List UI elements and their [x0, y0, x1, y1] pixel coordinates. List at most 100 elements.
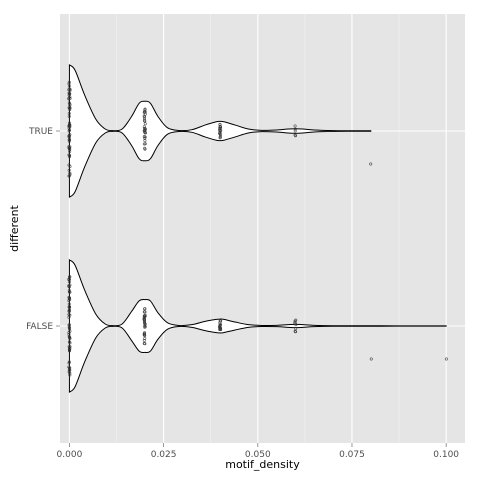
data-point: [143, 322, 147, 326]
data-point: [293, 321, 297, 325]
x-tick-label: 0.100: [433, 450, 459, 460]
data-point: [67, 335, 71, 339]
data-point: [293, 129, 297, 133]
data-point: [293, 329, 297, 333]
data-point: [218, 319, 222, 323]
data-point: [67, 91, 71, 95]
data-point: [142, 338, 146, 342]
data-point: [369, 357, 373, 361]
data-point: [294, 327, 298, 331]
data-point: [67, 331, 71, 335]
data-point: [68, 341, 72, 345]
data-point: [67, 174, 71, 178]
data-point: [294, 323, 298, 327]
data-point: [68, 371, 72, 375]
data-point: [67, 289, 71, 293]
data-point: [68, 326, 72, 330]
data-point: [143, 324, 147, 328]
data-point: [143, 307, 147, 311]
data-point: [68, 92, 72, 96]
data-point: [68, 96, 72, 100]
data-point: [67, 309, 71, 313]
data-point: [68, 106, 72, 110]
data-point: [67, 280, 71, 284]
data-point: [68, 373, 72, 377]
y-axis-title: different: [8, 204, 21, 251]
data-point: [68, 171, 72, 175]
data-point: [218, 136, 222, 140]
data-point: [67, 129, 71, 133]
y-tick-label: FALSE: [26, 322, 53, 332]
data-point: [68, 150, 72, 154]
data-point: [294, 134, 298, 138]
data-point: [67, 361, 71, 365]
data-point: [143, 112, 147, 116]
x-tick-label: 0.000: [57, 450, 83, 460]
data-point: [444, 357, 448, 361]
x-tick-label: 0.025: [151, 450, 177, 460]
data-point: [68, 102, 72, 106]
data-point: [67, 290, 71, 294]
data-point: [294, 318, 298, 322]
data-point: [67, 96, 71, 100]
data-point: [143, 333, 147, 337]
data-point: [67, 163, 71, 167]
data-point: [143, 142, 147, 146]
data-point: [142, 332, 146, 336]
violin-false: [68, 258, 447, 394]
data-point: [143, 127, 147, 131]
y-tick-label: TRUE: [28, 127, 53, 137]
data-point: [67, 80, 71, 84]
data-point: [67, 365, 71, 369]
data-point: [68, 155, 72, 159]
data-point: [68, 145, 72, 149]
data-point: [68, 305, 72, 309]
data-point: [67, 138, 71, 142]
data-point: [67, 313, 71, 317]
data-point: [67, 295, 71, 299]
data-point: [67, 114, 71, 118]
data-point: [143, 146, 147, 150]
data-point: [143, 117, 147, 121]
plot-panel: [60, 14, 465, 443]
x-tick-label: 0.050: [245, 450, 271, 460]
data-point: [142, 342, 146, 346]
data-point: [143, 131, 147, 135]
data-point: [293, 127, 297, 131]
data-point: [143, 130, 147, 134]
data-point: [67, 284, 71, 288]
data-point: [293, 124, 297, 128]
data-point: [143, 119, 147, 123]
data-point: [142, 310, 146, 314]
data-point: [143, 108, 147, 112]
data-point: [68, 345, 72, 349]
x-axis-title: motif_density: [225, 458, 300, 471]
axis-layer: 0.000 0.025 0.050 0.075 0.100 TRUE FALSE: [26, 127, 459, 460]
data-point: [143, 115, 147, 119]
data-point: [218, 323, 222, 327]
data-point: [68, 275, 72, 279]
data-point: [142, 317, 146, 321]
data-point: [67, 112, 71, 116]
data-point: [218, 130, 222, 134]
data-point: [67, 88, 71, 92]
data-point: [68, 125, 72, 129]
data-point: [369, 162, 373, 166]
data-point: [219, 126, 223, 130]
data-point: [67, 139, 71, 143]
data-point: [68, 296, 72, 300]
data-point: [67, 168, 71, 172]
data-point: [143, 122, 147, 126]
data-point: [67, 299, 71, 303]
data-point: [68, 133, 72, 137]
data-point: [67, 101, 71, 105]
data-point: [67, 323, 71, 327]
x-tick-label: 0.075: [339, 450, 365, 460]
data-point: [67, 124, 71, 128]
data-point: [68, 153, 72, 157]
data-point: [67, 82, 71, 86]
data-point: [142, 315, 146, 319]
data-point: [143, 135, 147, 139]
data-point: [68, 349, 72, 353]
